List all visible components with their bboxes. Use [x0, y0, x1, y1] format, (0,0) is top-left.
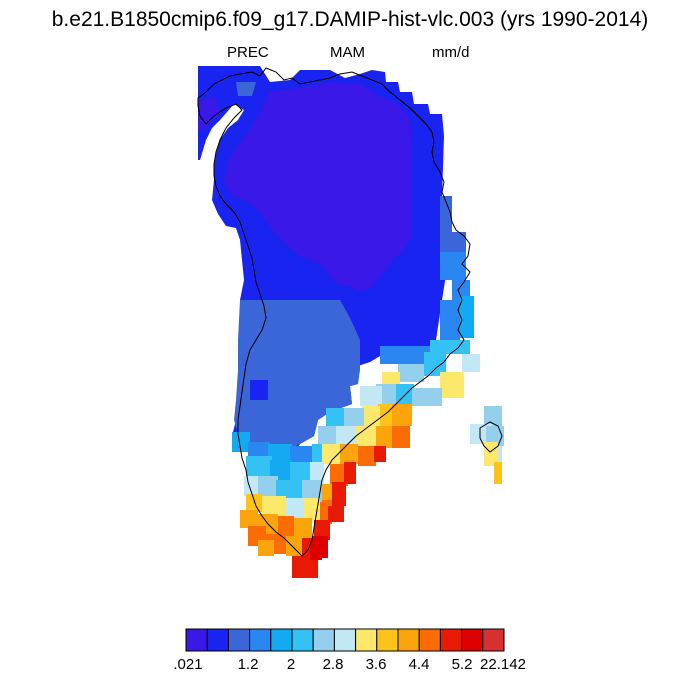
precip-cell	[462, 354, 480, 372]
colorbar-label: 2	[287, 656, 295, 673]
precip-cell	[332, 482, 346, 506]
precip-cell	[276, 480, 304, 500]
precip-cell	[344, 462, 356, 484]
precip-cell	[440, 252, 466, 280]
precip-cell	[392, 404, 412, 426]
precip-cell	[342, 408, 364, 428]
colorbar-box	[376, 628, 399, 652]
precip-cell	[452, 280, 470, 300]
precip-cell	[262, 496, 286, 516]
precip-cell	[328, 506, 344, 522]
colorbar-box	[227, 628, 251, 652]
precip-cell	[322, 444, 340, 464]
precip-cell	[246, 456, 272, 478]
coastline	[197, 67, 471, 557]
precip-cell	[310, 540, 322, 560]
colorbar-box	[418, 628, 441, 652]
precip-cell	[392, 426, 410, 448]
colorbar-box	[482, 628, 505, 652]
precip-cell	[358, 446, 376, 466]
colorbar-label: 22.142	[480, 656, 526, 673]
colorbar-box	[461, 628, 484, 652]
precip-cell	[430, 340, 470, 354]
precip-cell	[374, 446, 386, 462]
precip-cell	[198, 96, 220, 130]
units-label: mm/d	[432, 44, 470, 61]
precip-cell	[246, 494, 262, 512]
precip-cell	[290, 462, 312, 480]
precip-cell	[258, 540, 274, 556]
precip-cell	[440, 300, 460, 340]
precip-cell	[314, 520, 330, 540]
colorbar-box	[270, 628, 293, 652]
precip-cell	[310, 462, 324, 484]
precip-cell	[424, 352, 446, 376]
precip-field	[198, 66, 504, 578]
precip-cell	[290, 446, 314, 464]
precip-cell	[380, 346, 430, 364]
colorbar-box	[312, 628, 335, 652]
precip-cell	[318, 426, 338, 444]
precip-cell	[268, 444, 292, 462]
precip-cell	[302, 480, 322, 502]
precip-cell	[330, 464, 348, 486]
precip-cell	[250, 380, 268, 400]
precip-cell	[258, 476, 278, 498]
precip-cell	[356, 426, 376, 446]
colorbar-box	[185, 628, 208, 652]
colorbar-box	[291, 628, 314, 652]
colorbar-box	[397, 628, 420, 652]
precip-cell	[286, 498, 306, 518]
precip-cell	[376, 426, 392, 448]
precip-cell	[484, 442, 498, 466]
colorbar-label: 2.8	[323, 656, 344, 673]
precip-cell	[292, 556, 318, 578]
colorbar-box	[355, 628, 378, 652]
colorbar-label: 4.4	[409, 656, 430, 673]
precip-cell	[412, 388, 442, 406]
colorbar-label: .021	[173, 656, 202, 673]
colorbar-label: 1.2	[238, 656, 259, 673]
precip-cell	[312, 444, 322, 466]
precip-cell	[236, 82, 256, 96]
colorbar-box	[439, 628, 463, 652]
colorbar-label: 5.2	[452, 656, 473, 673]
variable-label: PREC	[227, 44, 269, 61]
precip-cell	[278, 516, 294, 536]
precip-cell	[340, 444, 358, 464]
precip-cell	[240, 510, 258, 528]
precip-cell	[224, 82, 412, 292]
colorbar-box	[249, 628, 272, 652]
precip-cell	[294, 518, 312, 540]
precip-cell	[440, 372, 464, 398]
precip-cell	[494, 462, 502, 484]
precip-cell	[460, 296, 474, 338]
precip-cell	[232, 432, 250, 452]
precip-cell	[326, 408, 344, 428]
precip-cell	[302, 538, 312, 556]
precip-cell	[270, 460, 292, 480]
precip-cell	[398, 364, 424, 382]
precip-cell	[286, 536, 306, 556]
precip-cell	[484, 406, 502, 426]
colorbar-box	[333, 628, 357, 652]
colorbar-label: 3.6	[366, 656, 387, 673]
season-label: MAM	[330, 44, 365, 61]
colorbar-box	[206, 628, 229, 652]
plot-title: b.e21.B1850cmip6.f09_g17.DAMIP-hist-vlc.…	[51, 8, 649, 31]
coastline-east-island	[479, 421, 503, 453]
precip-cell	[248, 442, 270, 460]
precip-cell	[360, 386, 382, 406]
